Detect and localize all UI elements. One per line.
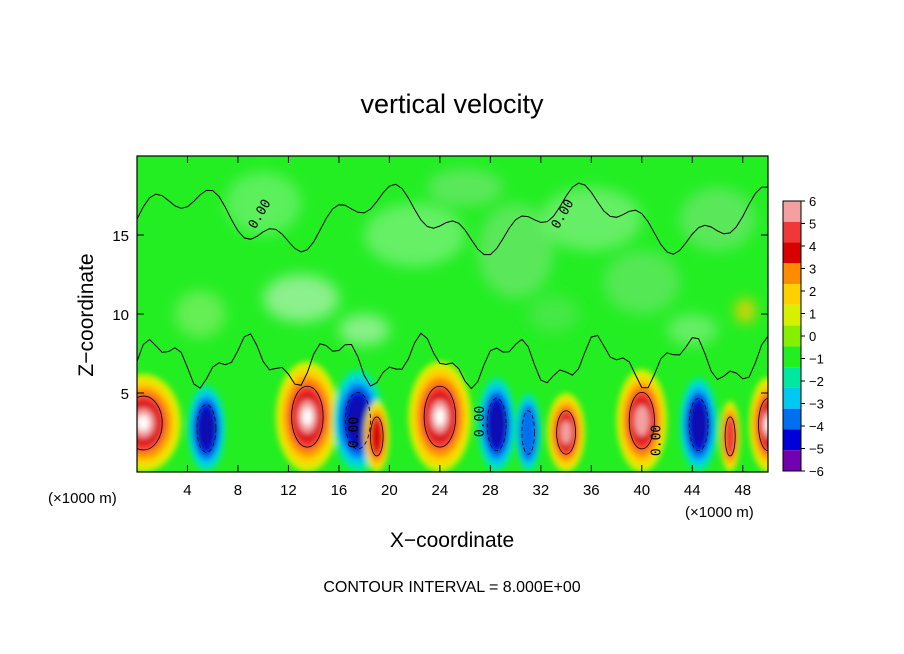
x-tick-label: 32: [532, 482, 549, 499]
updraft-cell: [137, 415, 150, 431]
x-tick-label: 16: [331, 482, 348, 499]
downdraft-cell: [690, 403, 707, 446]
field-blob: [174, 290, 226, 338]
downdraft-cell: [198, 409, 215, 448]
colorbar-swatch: [783, 346, 801, 368]
contour-interval-note: CONTOUR INTERVAL = 8.000E+00: [323, 579, 580, 596]
field-blob: [364, 203, 466, 267]
x-tick-label: 12: [280, 482, 297, 499]
colorbar-label: 0: [809, 329, 816, 344]
contour-value-label: 0.00: [347, 417, 362, 448]
updraft-cell: [434, 407, 445, 426]
zero-contour-line: [137, 182, 768, 256]
downdraft-cell: [488, 403, 505, 446]
colorbar-swatch: [783, 429, 801, 451]
field-blob: [477, 203, 554, 299]
colorbar-swatch: [783, 284, 801, 305]
colorbar-label: 3: [809, 262, 816, 277]
colorbar-swatch: [783, 242, 801, 264]
updraft-cell: [560, 420, 572, 445]
y-tick-label: 15: [112, 228, 129, 245]
x-tick-label: 48: [734, 482, 751, 499]
colorbar-label: −5: [809, 442, 824, 457]
x-tick-label: 20: [381, 482, 398, 499]
colorbar-label: −4: [809, 419, 824, 434]
zero-contour-line: [137, 332, 768, 390]
x-tick-label: 44: [684, 482, 701, 499]
field-blob: [540, 187, 642, 251]
updraft-cell: [371, 420, 383, 453]
x-axis-label: X−coordinate: [390, 529, 514, 552]
field-blob: [603, 250, 680, 314]
x-tick-label: 24: [432, 482, 449, 499]
cell-contour: [291, 385, 324, 448]
updraft-cell: [634, 405, 650, 437]
cell-contour: [724, 416, 736, 457]
colorbar-swatch: [783, 408, 801, 430]
colorbar-label: 5: [809, 217, 816, 232]
colorbar-label: 2: [809, 284, 816, 299]
cell-contour: [556, 410, 576, 455]
colorbar: 6 5 4 3 2 1 0 −1 −2 −3 −4 −5 −6: [782, 194, 824, 479]
y-axis: 5 10 15: [112, 228, 768, 403]
y-axis-label: Z−coordinate: [75, 253, 98, 376]
colorbar-label: −6: [809, 464, 824, 479]
field-blob: [225, 171, 302, 235]
updraft-cell: [724, 415, 736, 458]
x-tick-label: 28: [482, 482, 499, 499]
field-blob: [263, 274, 339, 322]
colorbar-swatch: [783, 304, 801, 326]
x-unit-left: (×1000 m): [48, 490, 117, 507]
cell-contour: [370, 416, 384, 457]
colorbar-swatch: [783, 201, 801, 222]
colorbar-swatch: [783, 325, 801, 347]
field-blob: [338, 314, 390, 346]
colorbar-swatch: [783, 221, 801, 243]
x-axis: 4 8 12 16 20 24 28 32 36 40 44 48: [183, 156, 751, 499]
updraft-cell: [764, 417, 768, 433]
y-tick-label: 10: [112, 307, 129, 324]
colorbar-label: 6: [809, 194, 816, 209]
cell-contour: [137, 395, 163, 451]
plot-area: 0.00 0.000.00 0.000.00: [137, 156, 768, 472]
colorbar-label: −3: [809, 397, 824, 412]
cell-contour: [486, 398, 507, 452]
downdraft-cell: [346, 398, 369, 444]
cell-contour: [196, 404, 217, 453]
colorbar-label: 1: [809, 307, 816, 322]
colorbar-swatch: [783, 367, 801, 388]
convection-cells: [137, 361, 768, 472]
colorbar-swatch: [783, 450, 801, 471]
colorbar-swatch: [783, 387, 801, 409]
contour-value-label: 0.00: [650, 425, 665, 456]
field-blob: [528, 295, 579, 333]
x-unit-right: (×1000 m): [685, 504, 754, 521]
cell-contour: [628, 392, 655, 450]
x-tick-label: 4: [183, 482, 191, 499]
updraft-cell: [302, 407, 313, 426]
cell-contour: [423, 385, 457, 448]
cell-contour: [688, 398, 709, 452]
x-tick-label: 40: [633, 482, 650, 499]
upper-field-texture: [174, 168, 756, 346]
cell-contour: [344, 392, 371, 450]
field-blob: [736, 298, 755, 323]
x-tick-label: 8: [234, 482, 242, 499]
contour-value-label: 0.00: [473, 406, 488, 437]
cell-contour: [521, 410, 535, 455]
chart-title: vertical velocity: [360, 89, 544, 119]
colorbar-swatch: [783, 263, 801, 285]
field-blob: [427, 168, 503, 207]
colorbar-label: −2: [809, 374, 824, 389]
field-blob: [667, 314, 718, 346]
y-tick-label: 5: [121, 386, 129, 403]
colorbar-label: −1: [809, 352, 824, 367]
colorbar-label: 4: [809, 239, 816, 254]
x-tick-label: 36: [583, 482, 600, 499]
field-blob: [679, 187, 756, 251]
